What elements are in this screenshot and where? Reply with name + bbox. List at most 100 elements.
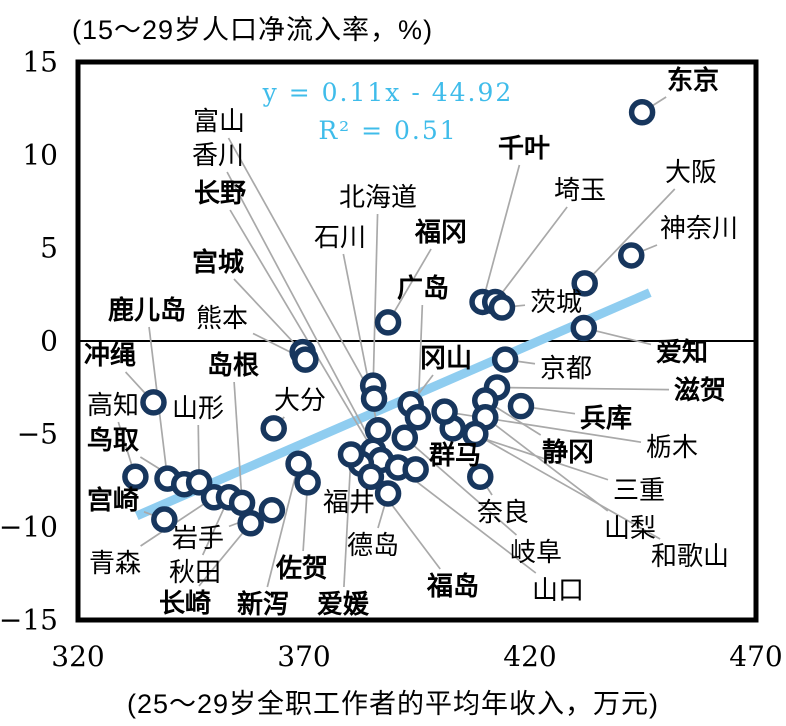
point-label-北海道: 北海道 — [338, 182, 418, 212]
point-label-山口: 山口 — [531, 575, 585, 605]
data-point-佐贺 — [294, 469, 321, 496]
point-label-群马: 群马 — [428, 440, 482, 470]
point-label-东京: 东京 — [666, 65, 720, 95]
leader-宫城 — [233, 278, 304, 353]
y-tick-5: 5 — [40, 231, 58, 265]
point-label-埼玉: 埼玉 — [553, 175, 607, 205]
leader-山梨 — [484, 416, 609, 512]
data-point-石川 — [364, 417, 392, 444]
leader-滋贺 — [496, 386, 670, 391]
point-label-宫城: 宫城 — [191, 247, 245, 277]
point-label-三重: 三重 — [612, 475, 666, 505]
point-label-新泻: 新泻 — [236, 589, 290, 619]
data-point-奈良 — [467, 463, 494, 491]
data-point-富山 — [360, 385, 388, 412]
data-point-东京 — [628, 98, 656, 126]
leader-和歌山 — [474, 433, 661, 540]
data-point-高知 — [122, 463, 149, 491]
plot-frame — [75, 59, 759, 623]
data-point-广岛 — [404, 404, 432, 431]
point-label-鸟取: 鸟取 — [86, 425, 140, 455]
point-label-栃木: 栃木 — [645, 432, 699, 462]
point-label-香川: 香川 — [191, 140, 245, 170]
x-tick-370: 370 — [277, 640, 331, 673]
x-tick-470: 470 — [729, 640, 783, 673]
trend-line — [134, 288, 652, 520]
point-label-青森: 青森 — [88, 548, 142, 578]
point-label-神奈川: 神奈川 — [659, 213, 739, 243]
data-point-茨城 — [488, 294, 516, 321]
point-label-岩手: 岩手 — [171, 523, 225, 553]
point-label-熊本: 熊本 — [195, 303, 249, 333]
leader-新泻 — [266, 463, 300, 588]
point-label-和歌山: 和歌山 — [650, 541, 730, 571]
point-label-茨城: 茨城 — [529, 287, 583, 317]
leader-埼玉 — [494, 206, 568, 303]
data-point-和歌山 — [462, 420, 489, 448]
regression-equation: y = 0.11x - 44.92 — [262, 78, 514, 107]
chart-title: (15～29岁人口净流入率，%) — [72, 15, 434, 45]
point-label-秋田: 秋田 — [168, 557, 222, 587]
data-point-长崎 — [237, 510, 264, 537]
y-tick--15: −15 — [0, 603, 58, 637]
leader-福冈 — [387, 248, 432, 323]
data-point-神奈川 — [617, 242, 645, 269]
leader-富山 — [227, 137, 375, 400]
data-point-岩手 — [258, 497, 286, 524]
data-point-京都 — [491, 346, 519, 373]
data-point-大分 — [260, 415, 287, 442]
y-tick-15: 15 — [22, 45, 58, 79]
point-label-滋贺: 滋贺 — [673, 375, 727, 405]
point-label-兵库: 兵库 — [579, 403, 633, 433]
leader-长野 — [229, 209, 374, 452]
point-label-广岛: 广岛 — [396, 273, 450, 303]
regression-r-squared: R² = 0.51 — [318, 116, 458, 145]
data-point-岐阜 — [391, 424, 419, 451]
point-label-千叶: 千叶 — [497, 133, 551, 163]
y-tick--10: −10 — [0, 510, 58, 544]
leader-岐阜 — [404, 437, 518, 536]
point-label-福岛: 福岛 — [426, 571, 480, 601]
point-label-福井: 福井 — [322, 487, 376, 517]
data-points — [122, 98, 656, 537]
point-label-长崎: 长崎 — [158, 588, 212, 618]
data-point-冲绳 — [140, 389, 167, 416]
point-label-大分: 大分 — [273, 385, 327, 415]
point-label-山形: 山形 — [171, 393, 225, 423]
x-tick-420: 420 — [503, 640, 557, 673]
y-tick--5: −5 — [16, 417, 58, 451]
data-point-山形 — [185, 469, 213, 496]
x-axis-title: (25～29岁全职工作者的平均年收入，万元) — [126, 689, 660, 719]
leader-北海道 — [372, 213, 379, 386]
point-label-冈山: 冈山 — [419, 343, 473, 373]
point-label-德岛: 德岛 — [346, 530, 400, 560]
leader-岛根 — [233, 381, 243, 503]
leader-山口 — [397, 466, 537, 574]
point-label-岐阜: 岐阜 — [509, 537, 563, 567]
point-label-石川: 石川 — [313, 222, 367, 252]
point-label-冲绳: 冲绳 — [83, 340, 137, 370]
point-label-富山: 富山 — [192, 106, 246, 136]
point-label-鹿儿岛: 鹿儿岛 — [107, 295, 187, 325]
data-point-大阪 — [571, 270, 598, 297]
point-label-静冈: 静冈 — [541, 437, 595, 467]
data-point-福井 — [357, 463, 385, 491]
point-label-长野: 长野 — [193, 178, 247, 208]
leader-香川 — [226, 171, 382, 461]
point-label-奈良: 奈良 — [476, 497, 530, 527]
data-point-爱媛 — [337, 441, 365, 468]
point-label-佐贺: 佐贺 — [275, 553, 329, 583]
point-label-京都: 京都 — [539, 353, 593, 383]
point-label-高知: 高知 — [86, 390, 140, 420]
leader-爱媛 — [343, 454, 352, 588]
data-point-熊本 — [292, 346, 319, 373]
leader-千叶 — [481, 164, 521, 303]
point-label-宫崎: 宫崎 — [86, 485, 140, 515]
point-label-爱媛: 爱媛 — [316, 589, 370, 619]
point-label-岛根: 岛根 — [206, 350, 260, 380]
point-label-爱知: 爱知 — [655, 337, 709, 367]
x-tick-320: 320 — [51, 640, 105, 673]
data-point-福冈 — [374, 309, 402, 336]
